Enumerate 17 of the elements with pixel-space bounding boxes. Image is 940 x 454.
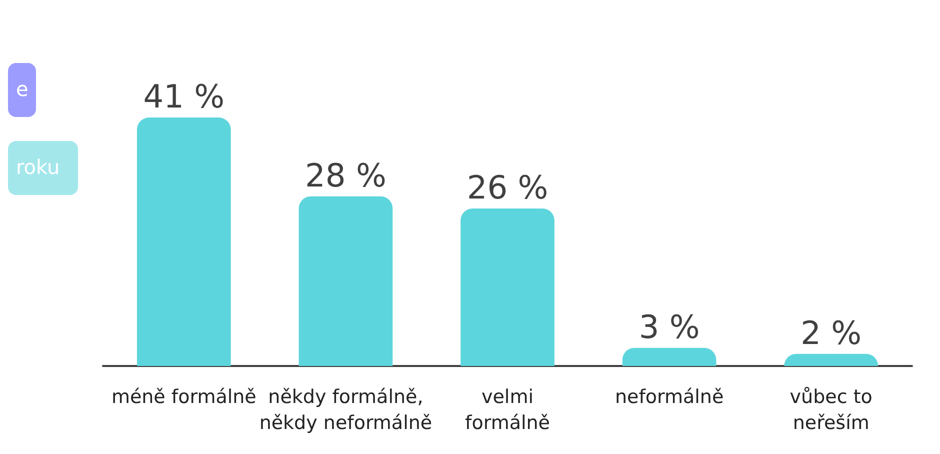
text: e [16,77,28,101]
data-label: 2 % [800,314,862,352]
data-label: 41 % [143,78,225,116]
text: roku [16,155,60,179]
bar [460,208,554,366]
x-tick-label: méně formálně [111,386,256,408]
bar [622,348,716,366]
data-label: 3 % [638,308,700,346]
bar [784,354,878,366]
x-tick-label: neformálně [614,386,724,408]
bar [298,196,393,366]
data-label: 28 % [305,156,386,194]
bar [136,118,231,366]
x-tick-label: někdy formálně, někdy neformálně [259,386,432,434]
x-tick-label: vůbec to neřeším [790,386,872,434]
x-tick-label: velmi formálně [465,386,550,434]
data-label: 26 % [466,168,548,206]
